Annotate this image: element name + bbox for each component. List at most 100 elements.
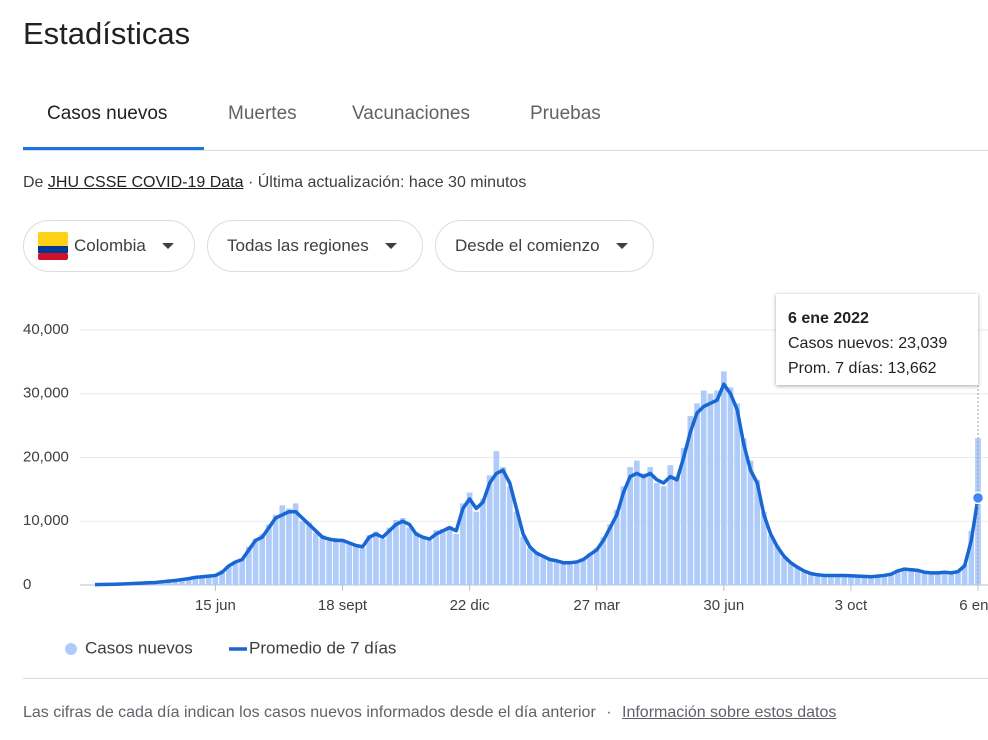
tooltip-line: Casos nuevos: 23,039	[788, 335, 948, 352]
bar	[807, 574, 814, 585]
filter-range[interactable]: Desde el comienzo	[435, 220, 654, 272]
bar	[941, 571, 948, 585]
bar	[219, 570, 225, 585]
bar	[848, 576, 854, 585]
bar	[888, 573, 894, 585]
y-tick-label: 40,000	[23, 321, 69, 338]
bar	[968, 530, 975, 585]
bar	[252, 539, 259, 585]
dropdown-caret	[161, 243, 174, 249]
bar	[741, 438, 747, 585]
x-tick-label: 6 ene	[959, 597, 988, 614]
bar	[620, 486, 627, 585]
bar	[901, 568, 908, 585]
source-link[interactable]: JHU CSSE COVID-19 Data	[47, 174, 244, 191]
bar	[506, 486, 513, 585]
bar	[660, 486, 667, 585]
page-title: Estadísticas	[23, 16, 191, 51]
filter-region[interactable]: Todas las regiones	[207, 220, 423, 272]
bar	[781, 557, 787, 585]
source-line: De JHU CSSE COVID-19 Data · Última actua…	[23, 174, 526, 192]
bar	[827, 575, 834, 585]
bar	[339, 541, 346, 585]
bar	[199, 576, 205, 585]
bar	[466, 492, 473, 585]
bar	[613, 509, 620, 585]
bar	[266, 524, 272, 585]
line	[94, 382, 980, 587]
bar	[480, 498, 486, 585]
bar	[694, 403, 700, 585]
bar	[486, 475, 493, 585]
bar	[801, 571, 807, 585]
bar	[767, 535, 774, 585]
bar	[440, 528, 446, 585]
bar	[399, 518, 406, 585]
tab-rule	[23, 150, 988, 151]
bar	[406, 527, 413, 585]
bar	[547, 560, 553, 585]
bar	[205, 575, 212, 585]
bar	[975, 438, 981, 585]
bar	[914, 570, 921, 585]
bar	[366, 535, 373, 585]
bar	[674, 476, 680, 585]
y-tick-label: 20,000	[23, 448, 69, 465]
bar	[500, 467, 506, 585]
tab[interactable]: Pruebas	[530, 103, 601, 124]
bar	[567, 562, 573, 585]
bar	[687, 416, 694, 585]
filter-label: Todas las regiones	[227, 236, 369, 255]
filter-label: Desde el comienzo	[455, 236, 600, 255]
bar	[259, 534, 266, 585]
tooltip-date: 6 ene 2022	[788, 310, 869, 327]
bar	[306, 522, 312, 585]
bar	[834, 575, 841, 585]
bar	[700, 390, 707, 585]
bar	[526, 548, 533, 585]
bar	[246, 546, 252, 585]
legend-swatch	[65, 643, 77, 655]
bar	[654, 483, 660, 585]
bar	[312, 532, 319, 585]
tab[interactable]: Vacunaciones	[352, 103, 470, 124]
bar	[961, 564, 968, 585]
x-tick-label: 3 oct	[835, 597, 868, 614]
bar	[861, 576, 868, 585]
bar	[874, 575, 881, 585]
bar	[520, 536, 526, 585]
tab[interactable]: Casos nuevos	[47, 103, 168, 124]
tab[interactable]: Muertes	[228, 103, 297, 124]
footer: Las cifras de cada día indican los casos…	[23, 704, 836, 722]
bar	[607, 524, 613, 585]
bar	[754, 479, 761, 585]
bar	[955, 570, 961, 585]
bar	[894, 569, 901, 585]
legend-label: Casos nuevos	[85, 638, 193, 657]
bar	[647, 467, 654, 585]
bar	[513, 511, 520, 585]
bar	[948, 573, 955, 585]
bar	[272, 514, 279, 585]
y-tick-label: 10,000	[23, 512, 69, 529]
bar	[319, 535, 326, 585]
bar	[935, 572, 941, 585]
filter-country[interactable]: Colombia	[23, 220, 195, 272]
bar	[841, 575, 848, 585]
bar	[761, 511, 767, 585]
bar	[928, 573, 935, 585]
legend-label: Promedio de 7 días	[249, 638, 396, 657]
bar	[627, 467, 633, 585]
bar	[881, 575, 888, 585]
bar	[593, 548, 600, 585]
bar	[279, 505, 286, 585]
footer-separator: ·	[606, 704, 612, 721]
bar	[225, 565, 232, 585]
bar	[921, 572, 928, 585]
bar	[533, 551, 540, 585]
bar	[667, 465, 674, 585]
bar	[359, 548, 366, 585]
footer-link[interactable]: Información sobre estos datos	[622, 704, 837, 721]
